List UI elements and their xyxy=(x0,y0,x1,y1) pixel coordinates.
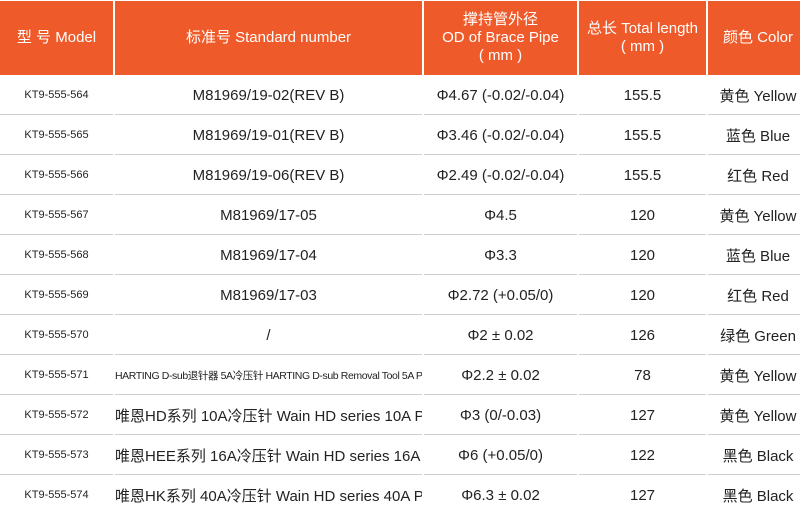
table-header: 型 号 Model 标准号 Standard number 撑持管外径 OD of B… xyxy=(0,1,800,75)
table-cell: 155.5 xyxy=(579,76,706,115)
table-cell: 蓝色 Blue xyxy=(708,236,800,275)
table-row: KT9-555-566 M81969/19-06(REV B) Φ2.49 (-0.… xyxy=(0,156,800,195)
table-cell: KT9-555-569 xyxy=(0,276,113,315)
table-cell: 黄色 Yellow xyxy=(708,196,800,235)
header-cell: 撑持管外径 OD of Brace Pipe( mm ) xyxy=(424,1,577,75)
table-row: KT9-555-571 HARTING D-sub退针器 5A冷压针 HARTIN… xyxy=(0,356,800,395)
table-cell: M81969/17-03 xyxy=(115,276,422,315)
table-cell: Φ6 (+0.05/0) xyxy=(424,436,577,475)
table-cell: KT9-555-573 xyxy=(0,436,113,475)
table-row: KT9-555-572 唯恩HD系列 10A冷压针 Wain HD series … xyxy=(0,396,800,435)
table-cell: HARTING D-sub退针器 5A冷压针 HARTING D-sub Rem… xyxy=(115,356,422,395)
table-cell: Φ2.49 (-0.02/-0.04) xyxy=(424,156,577,195)
table-cell: Φ4.67 (-0.02/-0.04) xyxy=(424,76,577,115)
table-cell: 黄色 Yellow xyxy=(708,76,800,115)
table-row: KT9-555-573 唯恩HEE系列 16A冷压针 Wain HD series… xyxy=(0,436,800,475)
header-text: 颜色 Color xyxy=(722,29,793,46)
table-row: KT9-555-567 M81969/17-05 Φ4.5 120 黄色 Yellow xyxy=(0,196,800,235)
table-body: KT9-555-564 M81969/19-02(REV B) Φ4.67 (-0.… xyxy=(0,76,800,514)
table-cell: 唯恩HK系列 40A冷压针 Wain HD series 40A Pin xyxy=(115,476,422,514)
table-cell: Φ2.72 (+0.05/0) xyxy=(424,276,577,315)
table-cell: 127 xyxy=(579,476,706,514)
table-cell: KT9-555-571 xyxy=(0,356,113,395)
header-cell: 型 号 Model xyxy=(0,1,113,75)
table-cell: KT9-555-565 xyxy=(0,116,113,155)
table-cell: 唯恩HD系列 10A冷压针 Wain HD series 10A Pin xyxy=(115,396,422,435)
table-cell: KT9-555-574 xyxy=(0,476,113,514)
table-cell: 红色 Red xyxy=(708,276,800,315)
table-cell: 红色 Red xyxy=(708,156,800,195)
table-cell: Φ6.3 ± 0.02 xyxy=(424,476,577,514)
table-cell: KT9-555-572 xyxy=(0,396,113,435)
table-row: KT9-555-574 唯恩HK系列 40A冷压针 Wain HD series … xyxy=(0,476,800,514)
table-cell: Φ2 ± 0.02 xyxy=(424,316,577,355)
table-cell: KT9-555-564 xyxy=(0,76,113,115)
table-cell: KT9-555-570 xyxy=(0,316,113,355)
table-cell: 120 xyxy=(579,276,706,315)
table-cell: KT9-555-568 xyxy=(0,236,113,275)
table-cell: Φ2.2 ± 0.02 xyxy=(424,356,577,395)
table-cell: 120 xyxy=(579,236,706,275)
table-cell: 唯恩HEE系列 16A冷压针 Wain HD series 16A Pin xyxy=(115,436,422,475)
header-text: 撑持管外径 xyxy=(462,11,538,28)
table-cell: 155.5 xyxy=(579,116,706,155)
header-text: 总长 Total length xyxy=(587,20,698,37)
header-text: ( mm ) xyxy=(478,47,523,64)
header-row: 型 号 Model 标准号 Standard number 撑持管外径 OD of B… xyxy=(0,1,800,75)
table-row: KT9-555-569 M81969/17-03 Φ2.72 (+0.05/0) 12… xyxy=(0,276,800,315)
table-cell: / xyxy=(115,316,422,355)
table-row: KT9-555-570/Φ2 ± 0.02 126 绿色 Green xyxy=(0,316,800,355)
table-cell: 黑色 Black xyxy=(708,436,800,475)
table-cell: M81969/17-04 xyxy=(115,236,422,275)
table-cell: 黄色 Yellow xyxy=(708,396,800,435)
table-cell: 122 xyxy=(579,436,706,475)
table-row: KT9-555-565 M81969/19-01(REV B) Φ3.46 (-0.… xyxy=(0,116,800,155)
header-cell: 颜色 Color xyxy=(708,1,800,75)
table-cell: 126 xyxy=(579,316,706,355)
table-cell: M81969/19-06(REV B) xyxy=(115,156,422,195)
table-cell: KT9-555-566 xyxy=(0,156,113,195)
table-cell: Φ3.3 xyxy=(424,236,577,275)
table-cell: M81969/19-02(REV B) xyxy=(115,76,422,115)
table-cell: Φ3 (0/-0.03) xyxy=(424,396,577,435)
table-row: KT9-555-564 M81969/19-02(REV B) Φ4.67 (-0.… xyxy=(0,76,800,115)
table-cell: 120 xyxy=(579,196,706,235)
table-cell: M81969/17-05 xyxy=(115,196,422,235)
table-cell: Φ3.46 (-0.02/-0.04) xyxy=(424,116,577,155)
table-row: KT9-555-568 M81969/17-04 Φ3.3 120 蓝色 Blue xyxy=(0,236,800,275)
table-cell: 蓝色 Blue xyxy=(708,116,800,155)
header-cell: 总长 Total length( mm ) xyxy=(579,1,706,75)
table-cell: 127 xyxy=(579,396,706,435)
table-cell: 黄色 Yellow xyxy=(708,356,800,395)
table-cell: 绿色 Green xyxy=(708,316,800,355)
header-text: 型 号 Model xyxy=(16,29,97,46)
header-cell: 标准号 Standard number xyxy=(115,1,422,75)
table-cell: M81969/19-01(REV B) xyxy=(115,116,422,155)
table-cell: Φ4.5 xyxy=(424,196,577,235)
table-cell: KT9-555-567 xyxy=(0,196,113,235)
table-cell: 155.5 xyxy=(579,156,706,195)
header-text: 标准号 Standard number xyxy=(185,29,352,46)
header-text: ( mm ) xyxy=(620,38,665,55)
header-text: OD of Brace Pipe xyxy=(442,29,559,46)
table-cell: 78 xyxy=(579,356,706,395)
table-cell: 黑色 Black xyxy=(708,476,800,514)
